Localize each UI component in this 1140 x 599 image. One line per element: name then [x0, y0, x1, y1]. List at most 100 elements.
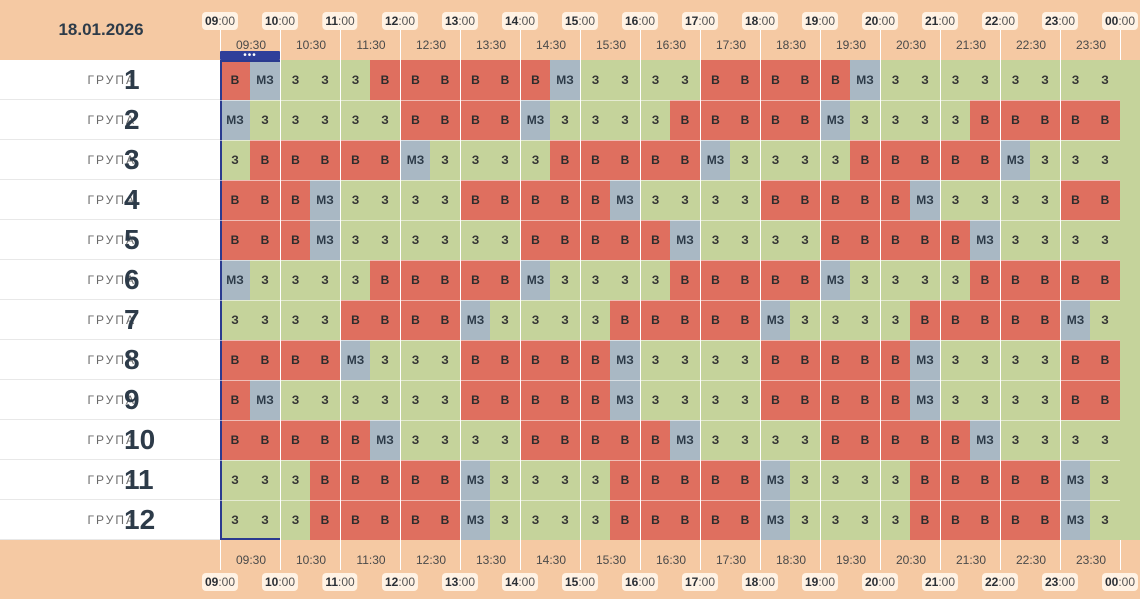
slot-cell[interactable]: В: [880, 380, 910, 420]
slot-cell[interactable]: В: [400, 460, 430, 500]
slot-cell[interactable]: З: [1030, 340, 1060, 380]
slot-cell[interactable]: В: [520, 380, 550, 420]
slot-cell[interactable]: В: [400, 300, 430, 340]
slot-cell[interactable]: З: [310, 300, 340, 340]
slot-cell[interactable]: В: [700, 260, 730, 300]
slot-cell[interactable]: В: [640, 420, 670, 460]
slot-cell[interactable]: В: [910, 460, 940, 500]
slot-cell[interactable]: В: [310, 420, 340, 460]
slot-cell[interactable]: В: [640, 500, 670, 540]
slot-cell[interactable]: З: [850, 460, 880, 500]
slot-cell[interactable]: З: [640, 180, 670, 220]
slot-cell[interactable]: В: [340, 420, 370, 460]
slot-cell[interactable]: В: [1060, 340, 1090, 380]
slot-cell[interactable]: В: [760, 380, 790, 420]
slot-cell[interactable]: В: [490, 260, 520, 300]
slot-cell[interactable]: З: [790, 500, 820, 540]
slot-cell[interactable]: В: [640, 220, 670, 260]
slot-cell[interactable]: В: [1060, 180, 1090, 220]
slot-cell[interactable]: МЗ: [520, 100, 550, 140]
slot-cell[interactable]: З: [910, 60, 940, 100]
slot-cell[interactable]: З: [1030, 180, 1060, 220]
slot-cell[interactable]: В: [940, 460, 970, 500]
slot-cell[interactable]: З: [940, 180, 970, 220]
slot-cell[interactable]: В: [550, 380, 580, 420]
slot-cell[interactable]: З: [610, 60, 640, 100]
slot-cell[interactable]: В: [310, 140, 340, 180]
slot-cell[interactable]: З: [940, 100, 970, 140]
slot-cell[interactable]: В: [220, 60, 250, 100]
slot-cell[interactable]: В: [1030, 100, 1060, 140]
slot-cell[interactable]: В: [610, 460, 640, 500]
slot-cell[interactable]: З: [850, 100, 880, 140]
slot-cell[interactable]: МЗ: [460, 300, 490, 340]
slot-cell[interactable]: В: [580, 140, 610, 180]
slot-cell[interactable]: З: [670, 340, 700, 380]
slot-cell[interactable]: В: [820, 180, 850, 220]
slot-cell[interactable]: В: [1090, 100, 1120, 140]
slot-cell[interactable]: В: [400, 260, 430, 300]
slot-cell[interactable]: В: [670, 260, 700, 300]
slot-cell[interactable]: В: [670, 500, 700, 540]
slot-cell[interactable]: МЗ: [1060, 300, 1090, 340]
slot-cell[interactable]: З: [1030, 420, 1060, 460]
slot-cell[interactable]: В: [820, 60, 850, 100]
slot-cell[interactable]: МЗ: [340, 340, 370, 380]
slot-cell[interactable]: В: [850, 380, 880, 420]
slot-cell[interactable]: В: [220, 340, 250, 380]
slot-cell[interactable]: В: [790, 180, 820, 220]
slot-cell[interactable]: З: [880, 300, 910, 340]
slot-cell[interactable]: З: [280, 380, 310, 420]
slot-cell[interactable]: МЗ: [250, 60, 280, 100]
slot-cell[interactable]: З: [850, 500, 880, 540]
slot-cell[interactable]: З: [250, 500, 280, 540]
slot-cell[interactable]: З: [730, 340, 760, 380]
slot-cell[interactable]: З: [430, 220, 460, 260]
slot-cell[interactable]: З: [520, 140, 550, 180]
slot-cell[interactable]: З: [460, 140, 490, 180]
slot-cell[interactable]: В: [520, 340, 550, 380]
slot-cell[interactable]: В: [460, 60, 490, 100]
slot-cell[interactable]: З: [1090, 460, 1120, 500]
slot-cell[interactable]: МЗ: [460, 460, 490, 500]
slot-cell[interactable]: З: [970, 180, 1000, 220]
slot-cell[interactable]: МЗ: [460, 500, 490, 540]
slot-cell[interactable]: МЗ: [670, 420, 700, 460]
slot-cell[interactable]: З: [700, 180, 730, 220]
slot-cell[interactable]: МЗ: [760, 500, 790, 540]
slot-cell[interactable]: З: [250, 460, 280, 500]
slot-cell[interactable]: В: [280, 420, 310, 460]
slot-cell[interactable]: В: [490, 340, 520, 380]
slot-cell[interactable]: В: [280, 140, 310, 180]
slot-cell[interactable]: В: [430, 260, 460, 300]
slot-cell[interactable]: В: [250, 420, 280, 460]
slot-cell[interactable]: З: [1000, 340, 1030, 380]
slot-cell[interactable]: З: [370, 340, 400, 380]
slot-cell[interactable]: З: [640, 260, 670, 300]
slot-cell[interactable]: МЗ: [970, 220, 1000, 260]
slot-cell[interactable]: З: [700, 420, 730, 460]
slot-cell[interactable]: З: [820, 500, 850, 540]
slot-cell[interactable]: МЗ: [820, 260, 850, 300]
slot-cell[interactable]: З: [310, 380, 340, 420]
slot-cell[interactable]: В: [670, 300, 700, 340]
slot-cell[interactable]: З: [310, 260, 340, 300]
slot-cell[interactable]: З: [430, 420, 460, 460]
slot-cell[interactable]: В: [730, 460, 760, 500]
slot-cell[interactable]: В: [910, 500, 940, 540]
slot-cell[interactable]: В: [1030, 500, 1060, 540]
slot-cell[interactable]: З: [490, 220, 520, 260]
slot-cell[interactable]: В: [1090, 180, 1120, 220]
current-time-marker[interactable]: •••: [220, 51, 280, 61]
slot-cell[interactable]: З: [250, 100, 280, 140]
slot-cell[interactable]: В: [640, 300, 670, 340]
slot-cell[interactable]: В: [700, 500, 730, 540]
slot-cell[interactable]: З: [790, 140, 820, 180]
slot-cell[interactable]: З: [340, 220, 370, 260]
slot-cell[interactable]: З: [430, 340, 460, 380]
slot-cell[interactable]: В: [250, 180, 280, 220]
slot-cell[interactable]: В: [580, 220, 610, 260]
slot-cell[interactable]: В: [910, 220, 940, 260]
slot-cell[interactable]: З: [970, 60, 1000, 100]
slot-cell[interactable]: В: [1090, 260, 1120, 300]
